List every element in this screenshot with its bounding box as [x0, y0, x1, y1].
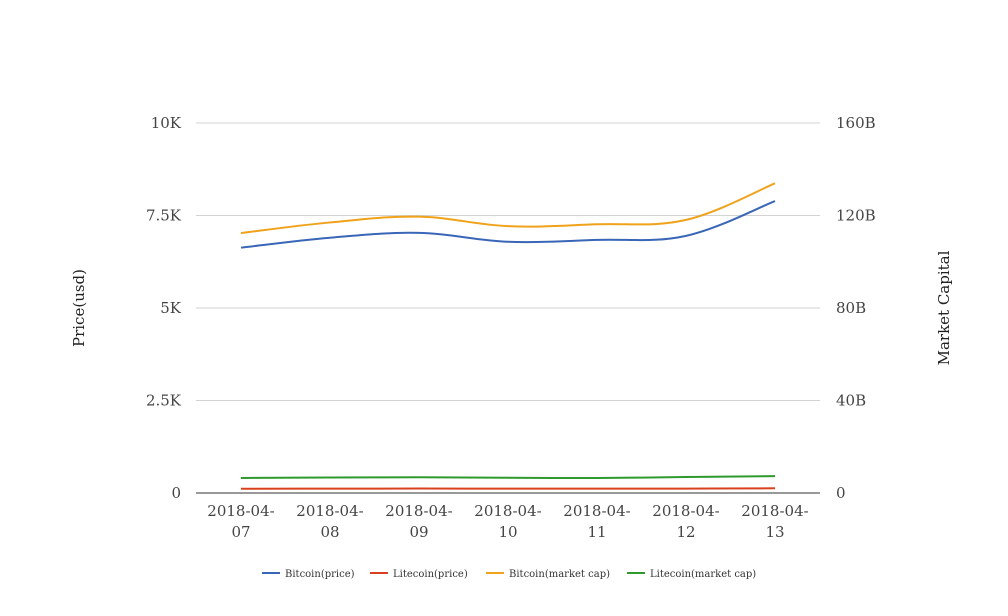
left-tick-label: 2.5K [146, 392, 182, 410]
right-tick-label: 40B [836, 392, 866, 410]
x-tick-label: 2018-04- 08 [296, 502, 363, 541]
x-tick-label-line: 11 [587, 523, 606, 541]
x-tick-label-line: 2018-04- [474, 502, 541, 520]
left-axis-ticks: 0 2.5K 5K 7.5K 10K [146, 114, 182, 502]
x-tick-label-line: 2018-04- [385, 502, 452, 520]
x-axis-ticks: 2018-04- 07 2018-04- 08 2018-04- 09 2018-04- 10… [207, 502, 808, 541]
x-tick-label: 2018-04- 10 [474, 502, 541, 541]
x-tick-label-line: 2018-04- [207, 502, 274, 520]
x-tick-label-line: 2018-04- [563, 502, 630, 520]
x-tick-label-line: 2018-04- [652, 502, 719, 520]
legend-label: Bitcoin(price) [285, 569, 355, 580]
series-lines [240, 182, 776, 490]
x-tick-label: 2018-04- 07 [207, 502, 274, 541]
left-axis-title: Price(usd) [70, 269, 88, 347]
right-tick-label: 80B [836, 299, 866, 317]
x-tick-label-line: 13 [765, 523, 784, 541]
series-line-bitcoin-market-cap [240, 182, 776, 235]
right-tick-label: 120B [836, 207, 876, 225]
x-tick-label-line: 2018-04- [741, 502, 808, 520]
x-tick-label-line: 08 [320, 523, 339, 541]
right-tick-label: 0 [836, 484, 846, 502]
right-axis-ticks: 0 40B 80B 120B 160B [836, 114, 876, 502]
right-axis-title: Market Capital [935, 250, 953, 365]
legend: Bitcoin(price) Litecoin(price) Bitcoin(mar… [262, 569, 756, 580]
x-tick-label: 2018-04- 09 [385, 502, 452, 541]
legend-label: Litecoin(market cap) [650, 569, 756, 580]
x-tick-label-line: 09 [409, 523, 428, 541]
legend-label: Litecoin(price) [393, 569, 468, 580]
legend-item-bitcoin-market-cap[interactable]: Bitcoin(market cap) [486, 569, 610, 580]
right-tick-label: 160B [836, 114, 876, 132]
legend-label: Bitcoin(market cap) [509, 569, 610, 580]
x-tick-label-line: 07 [231, 523, 250, 541]
series-line-bitcoin-price [240, 200, 776, 249]
left-tick-label: 7.5K [146, 207, 182, 225]
legend-item-bitcoin-price[interactable]: Bitcoin(price) [262, 569, 355, 580]
x-tick-label-line: 2018-04- [296, 502, 363, 520]
series-line-litecoin-market-cap [240, 475, 776, 480]
x-tick-label: 2018-04- 12 [652, 502, 719, 541]
x-tick-label: 2018-04- 11 [563, 502, 630, 541]
left-tick-label: 5K [160, 299, 182, 317]
legend-item-litecoin-price[interactable]: Litecoin(price) [370, 569, 468, 580]
x-tick-label: 2018-04- 13 [741, 502, 808, 541]
x-tick-label-line: 10 [498, 523, 517, 541]
left-tick-label: 0 [171, 484, 181, 502]
legend-item-litecoin-market-cap[interactable]: Litecoin(market cap) [627, 569, 756, 580]
left-tick-label: 10K [151, 114, 182, 132]
grid-lines [196, 122, 820, 401]
x-tick-label-line: 12 [676, 523, 695, 541]
